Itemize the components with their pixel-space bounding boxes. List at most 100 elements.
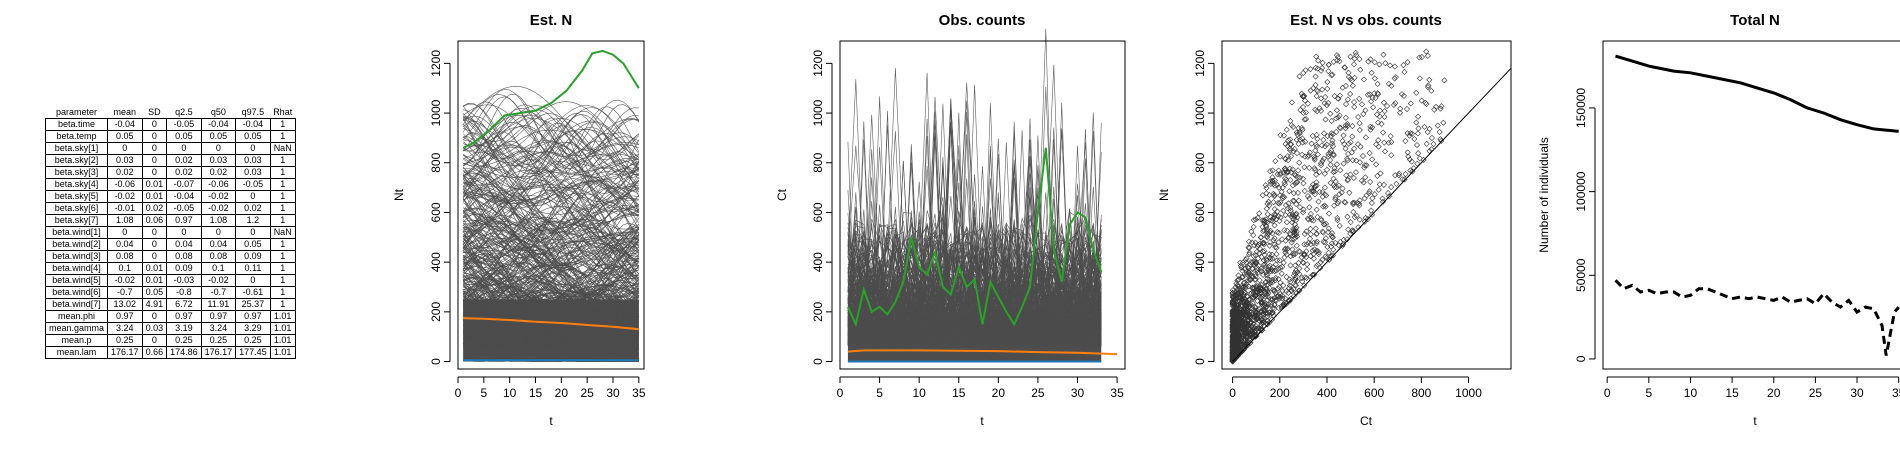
trajectory-line xyxy=(462,173,639,243)
scatter-point xyxy=(1317,107,1324,114)
y-tick-label: 1000 xyxy=(1193,99,1207,126)
scatter-point xyxy=(1312,81,1319,89)
scatter-point xyxy=(1300,259,1307,266)
scatter-point xyxy=(1301,187,1308,194)
scatter-point xyxy=(1288,141,1295,148)
scatter-point xyxy=(1299,139,1306,146)
trajectory-line xyxy=(463,150,639,189)
scatter-point xyxy=(1277,153,1284,160)
x-tick-label: 20 xyxy=(992,386,1006,400)
x-tick-label: 0 xyxy=(837,386,844,400)
scatter-point xyxy=(1416,54,1423,61)
scatter-point xyxy=(1367,56,1374,63)
table-cell: 0.66 xyxy=(141,346,168,359)
scatter-point xyxy=(1258,234,1265,241)
trajectory-line xyxy=(847,303,1102,343)
trajectory-line xyxy=(847,229,1102,312)
scatter-point xyxy=(1291,276,1298,283)
scatter-point xyxy=(1248,228,1255,235)
x-tick-label: 0 xyxy=(455,386,462,400)
trajectory-line xyxy=(847,316,1102,347)
scatter-point xyxy=(1400,92,1408,99)
scatter-point xyxy=(1299,93,1306,100)
trajectory-line xyxy=(463,118,639,192)
scatter-point xyxy=(1376,61,1383,68)
scatter-point xyxy=(1334,57,1341,64)
scatter-point xyxy=(1387,62,1394,69)
scatter-point xyxy=(1271,305,1278,312)
scatter-point xyxy=(1300,69,1307,76)
scatter-point xyxy=(1234,331,1241,339)
scatter-point xyxy=(1364,91,1371,98)
scatter-point xyxy=(1260,311,1267,318)
scatter-point xyxy=(1390,101,1397,108)
scatter-point xyxy=(1325,229,1332,236)
scatter-point xyxy=(1306,149,1313,156)
scatter-point xyxy=(1320,136,1327,143)
x-tick-label: 200 xyxy=(1270,386,1290,400)
trajectory-line xyxy=(847,231,1102,313)
scatter-point xyxy=(1368,211,1376,218)
scatter-point xyxy=(1292,172,1299,179)
scatter-point xyxy=(1258,315,1265,322)
scatter-point xyxy=(1263,184,1270,191)
scatter-point xyxy=(1273,267,1280,274)
scatter-point xyxy=(1325,61,1332,68)
trajectory-line xyxy=(847,282,1102,333)
trajectory-line xyxy=(847,181,1102,325)
scatter-point xyxy=(1320,203,1327,210)
scatter-point xyxy=(1303,274,1310,282)
scatter-point xyxy=(1428,87,1435,94)
scatter-point xyxy=(1251,260,1258,267)
scatter-point xyxy=(1295,259,1302,266)
scatter-point xyxy=(1358,177,1365,184)
scatter-point xyxy=(1306,195,1313,202)
scatter-point xyxy=(1298,125,1305,132)
x-tick-label: 1000 xyxy=(1455,386,1482,400)
scatter-point xyxy=(1325,210,1333,217)
scatter-point xyxy=(1284,246,1291,253)
scatter-point xyxy=(1269,264,1276,271)
scatter-point xyxy=(1300,104,1307,111)
scatter-point xyxy=(1247,276,1254,284)
trajectory-line xyxy=(462,94,639,175)
scatter-point xyxy=(1397,105,1404,112)
trajectory-line xyxy=(462,110,639,152)
scatter-point xyxy=(1273,251,1280,258)
scatter-point xyxy=(1290,148,1297,155)
scatter-point xyxy=(1423,140,1430,147)
scatter-point xyxy=(1286,276,1293,283)
scatter-point xyxy=(1254,214,1261,221)
scatter-point xyxy=(1418,97,1425,104)
scatter-point xyxy=(1232,284,1239,291)
scatter-point xyxy=(1339,138,1346,145)
trajectory-line xyxy=(847,316,1102,346)
scatter-point xyxy=(1313,53,1320,60)
scatter-point xyxy=(1366,188,1373,195)
trajectory-line xyxy=(463,102,639,178)
scatter-point xyxy=(1356,126,1363,134)
scatter-point xyxy=(1361,195,1368,202)
scatter-point xyxy=(1245,269,1252,276)
scatter-point xyxy=(1288,99,1295,106)
scatter-point xyxy=(1365,190,1373,197)
scatter-point xyxy=(1287,262,1294,269)
y-axis-label: Ct xyxy=(775,188,789,201)
trajectory-line xyxy=(462,294,640,362)
scatter-point xyxy=(1337,167,1344,174)
trajectory-line xyxy=(463,170,639,233)
x-tick-label: 0 xyxy=(1229,386,1236,400)
scatter-point xyxy=(1437,136,1444,143)
scatter-point xyxy=(1317,215,1325,223)
scatter-point xyxy=(1235,311,1242,318)
trajectory-line xyxy=(463,264,640,320)
scatter-point xyxy=(1279,263,1286,270)
scatter-point xyxy=(1230,324,1237,331)
trajectory-line xyxy=(462,293,639,362)
scatter-point xyxy=(1313,240,1320,247)
scatter-point xyxy=(1282,165,1289,172)
scatter-point xyxy=(1269,305,1276,312)
column-header: mean xyxy=(113,107,137,117)
scatter-point xyxy=(1282,202,1289,209)
